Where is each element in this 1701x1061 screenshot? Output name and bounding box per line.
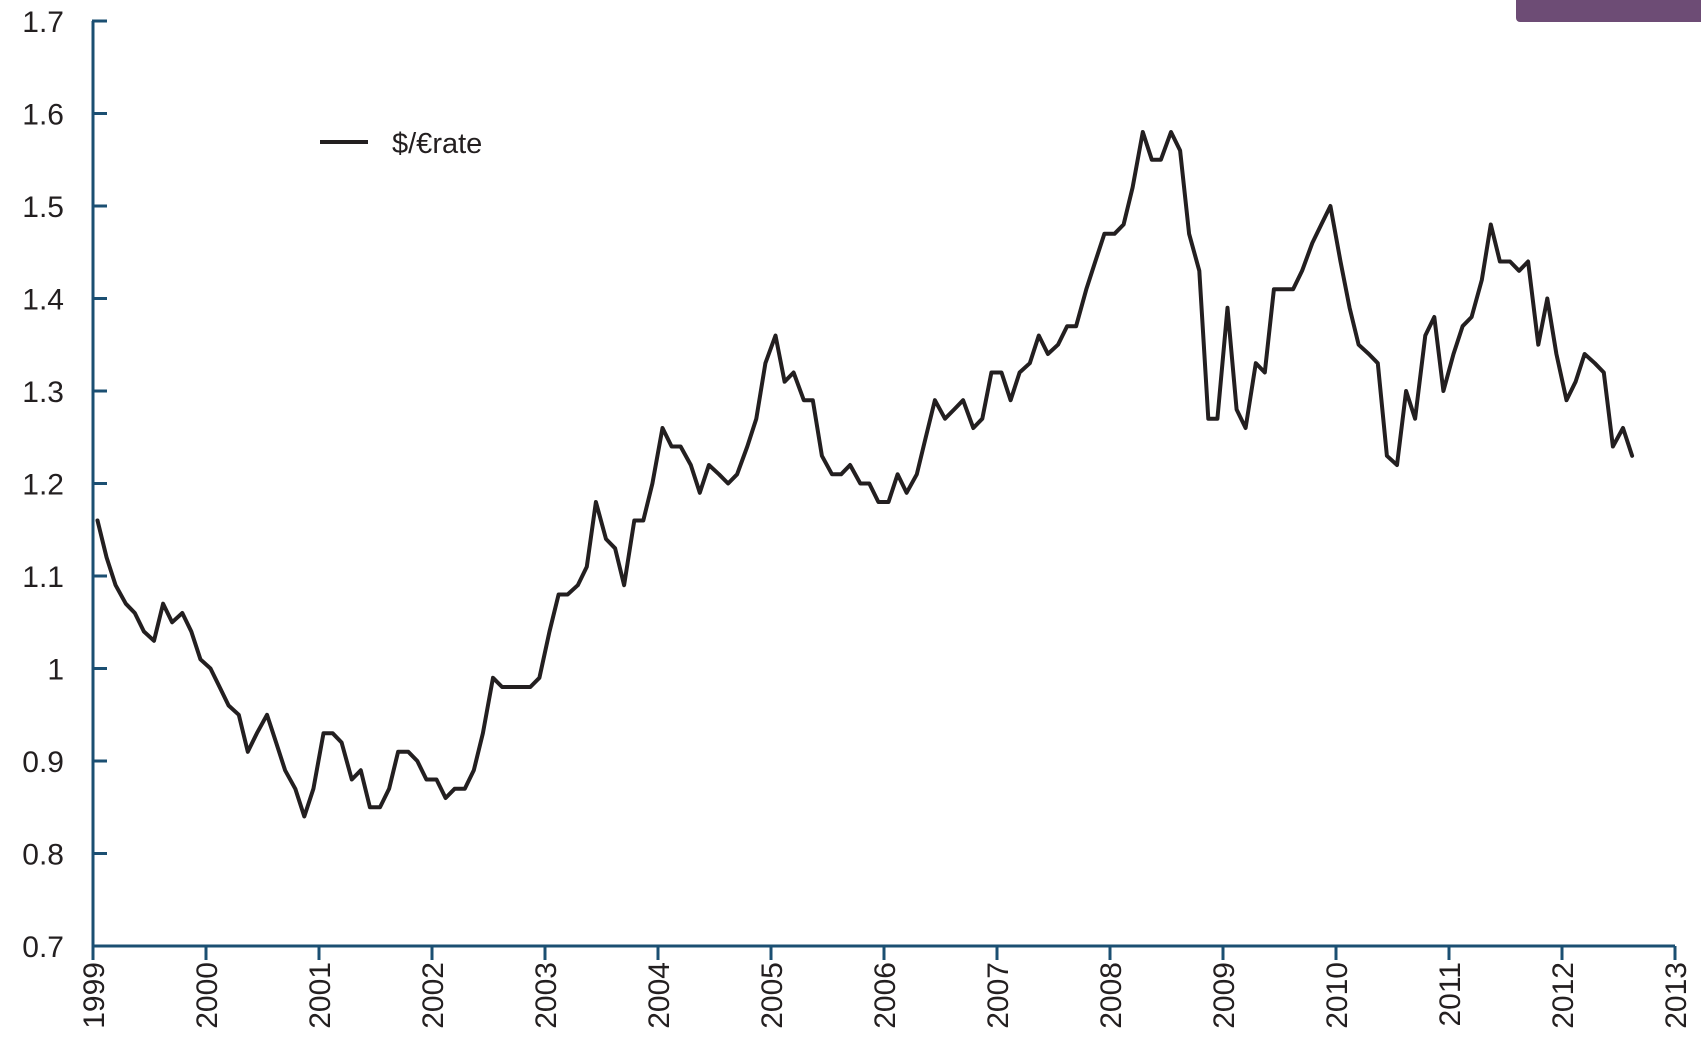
y-tick-label: 1.4 <box>22 284 64 317</box>
x-tick-label: 2008 <box>1095 962 1128 1029</box>
x-tick-label: 2009 <box>1208 962 1241 1029</box>
corner-tab <box>1516 0 1701 22</box>
y-tick-label: 1.5 <box>22 191 64 224</box>
x-tick-label: 2002 <box>417 962 450 1029</box>
x-tick-label: 2010 <box>1321 962 1354 1029</box>
x-tick-label: 2007 <box>982 962 1015 1029</box>
y-tick-label: 0.7 <box>22 931 64 964</box>
x-tick-label: 2005 <box>756 962 789 1029</box>
x-axis: 1999 2000 2001 2002 2003 2004 2005 2006 2007 2008… <box>78 944 1693 1029</box>
y-tick-label: 1 <box>47 654 64 687</box>
y-tick-label: 0.8 <box>22 839 64 872</box>
y-axis: 1.7 1.6 1.5 1.4 1.3 1.2 1.1 1 0.9 0.8 0.7 <box>22 6 107 964</box>
legend-label: $/€rate <box>392 128 482 160</box>
legend: $/€rate <box>320 128 482 160</box>
y-tick-label: 1.6 <box>22 99 64 132</box>
x-tick-label: 2004 <box>643 962 676 1029</box>
x-tick-label: 2013 <box>1660 962 1693 1029</box>
x-tick-label: 1999 <box>78 962 111 1029</box>
series-line-0 <box>95 130 1635 819</box>
x-tick-label: 2000 <box>191 962 224 1029</box>
y-tick-label: 1.2 <box>22 469 64 502</box>
x-tick-label: 2006 <box>869 962 902 1029</box>
y-tick-label: 1.3 <box>22 376 64 409</box>
y-tick-label: 1.1 <box>22 561 64 594</box>
x-tick-label: 2011 <box>1434 962 1467 1027</box>
y-tick-label: 1.7 <box>22 6 64 39</box>
x-tick-label: 2012 <box>1547 962 1580 1029</box>
x-tick-label: 2001 <box>304 962 337 1029</box>
series-group <box>95 130 1635 819</box>
y-tick-label: 0.9 <box>22 746 64 779</box>
x-tick-label: 2003 <box>530 962 563 1029</box>
